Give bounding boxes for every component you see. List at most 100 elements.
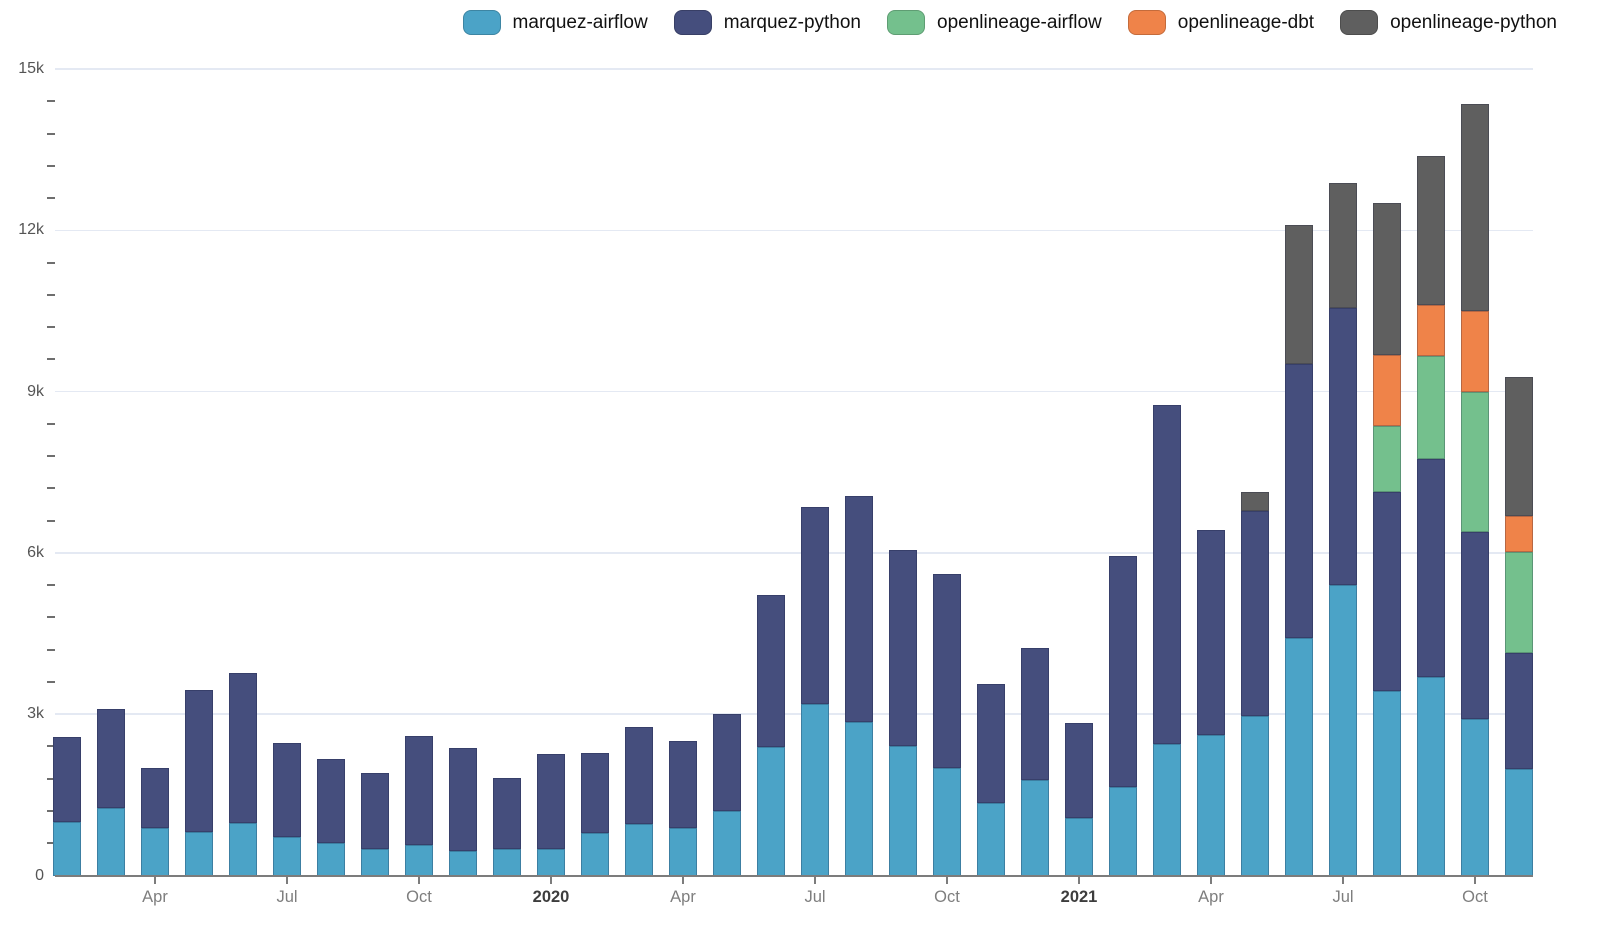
bar-feb-2021[interactable] [1109,69,1137,876]
bar-segment-marquez-python[interactable] [449,747,477,852]
bar-segment-marquez-airflow[interactable] [1197,734,1225,876]
bar-mar-2020[interactable] [625,69,653,876]
bar-segment-marquez-airflow[interactable] [713,810,741,876]
bar-jun-2021[interactable] [1285,69,1313,876]
bar-jun-2019[interactable] [229,69,257,876]
bar-feb-2020[interactable] [581,69,609,876]
bar-segment-marquez-airflow[interactable] [845,722,873,876]
legend-item-marquez-airflow[interactable]: marquez-airflow [462,10,648,35]
bar-nov-2020[interactable] [977,69,1005,876]
bar-segment-marquez-airflow[interactable] [493,849,521,876]
bar-segment-marquez-python[interactable] [361,773,389,850]
bar-segment-marquez-python[interactable] [1417,459,1445,678]
bar-segment-openlineage-python[interactable] [1329,183,1357,308]
bar-segment-openlineage-python[interactable] [1461,103,1489,311]
bar-jul-2021[interactable] [1329,69,1357,876]
bar-segment-openlineage-python[interactable] [1241,492,1269,511]
bar-segment-openlineage-airflow[interactable] [1373,426,1401,493]
bar-oct-2019[interactable] [405,69,433,876]
bar-segment-marquez-python[interactable] [889,549,917,746]
bar-segment-marquez-python[interactable] [933,574,961,769]
bar-nov-2019[interactable] [449,69,477,876]
bar-segment-marquez-python[interactable] [229,672,257,824]
bar-aug-2019[interactable] [317,69,345,876]
bar-segment-openlineage-dbt[interactable] [1417,304,1445,356]
bar-segment-marquez-airflow[interactable] [1505,769,1533,876]
legend-item-openlineage-dbt[interactable]: openlineage-dbt [1127,10,1314,35]
bar-segment-openlineage-dbt[interactable] [1461,310,1489,393]
bar-segment-marquez-airflow[interactable] [1153,744,1181,876]
bar-segment-marquez-airflow[interactable] [97,808,125,876]
bar-segment-marquez-airflow[interactable] [229,823,257,876]
bar-sep-2021[interactable] [1417,69,1445,876]
bar-segment-marquez-python[interactable] [185,690,213,833]
bar-aug-2020[interactable] [845,69,873,876]
bar-segment-marquez-airflow[interactable] [317,842,345,876]
bar-segment-marquez-python[interactable] [1241,510,1269,716]
bar-dec-2019[interactable] [493,69,521,876]
bar-mar-2019[interactable] [97,69,125,876]
bar-segment-openlineage-python[interactable] [1417,156,1445,305]
bar-segment-marquez-python[interactable] [1285,363,1313,639]
bar-apr-2020[interactable] [669,69,697,876]
bar-oct-2021[interactable] [1461,69,1489,876]
bar-segment-openlineage-dbt[interactable] [1373,354,1401,427]
bar-nov-2021[interactable] [1505,69,1533,876]
bar-segment-openlineage-python[interactable] [1373,202,1401,355]
bar-segment-marquez-airflow[interactable] [1285,638,1313,876]
bar-segment-marquez-airflow[interactable] [185,832,213,876]
bar-segment-marquez-python[interactable] [1461,532,1489,720]
bar-segment-marquez-python[interactable] [1153,404,1181,745]
bar-apr-2019[interactable] [141,69,169,876]
bar-segment-marquez-airflow[interactable] [1065,817,1093,876]
bar-segment-openlineage-airflow[interactable] [1417,355,1445,460]
bar-segment-marquez-airflow[interactable] [581,833,609,876]
bar-may-2021[interactable] [1241,69,1269,876]
bar-jun-2020[interactable] [757,69,785,876]
bar-segment-marquez-python[interactable] [1109,555,1137,787]
bar-segment-marquez-python[interactable] [97,709,125,809]
bar-may-2019[interactable] [185,69,213,876]
bar-segment-openlineage-python[interactable] [1285,224,1313,364]
bar-segment-marquez-python[interactable] [669,740,697,828]
bar-segment-marquez-airflow[interactable] [1021,780,1049,876]
bar-segment-marquez-airflow[interactable] [141,827,169,876]
bar-segment-marquez-python[interactable] [1373,492,1401,691]
bar-segment-marquez-python[interactable] [1329,308,1357,585]
bar-segment-marquez-airflow[interactable] [361,849,389,876]
bar-jul-2019[interactable] [273,69,301,876]
bar-oct-2020[interactable] [933,69,961,876]
bar-segment-marquez-python[interactable] [713,714,741,811]
bar-segment-marquez-python[interactable] [801,507,829,704]
bar-segment-marquez-airflow[interactable] [449,851,477,876]
bar-segment-marquez-airflow[interactable] [53,821,81,876]
bar-jul-2020[interactable] [801,69,829,876]
bar-segment-marquez-python[interactable] [1197,529,1225,735]
bar-segment-marquez-airflow[interactable] [1417,677,1445,876]
bar-segment-marquez-python[interactable] [1021,648,1049,781]
bar-segment-marquez-airflow[interactable] [273,836,301,876]
bar-segment-openlineage-airflow[interactable] [1461,392,1489,533]
bar-segment-marquez-python[interactable] [141,767,169,828]
bar-segment-marquez-airflow[interactable] [1329,584,1357,876]
bar-segment-marquez-airflow[interactable] [405,845,433,876]
bar-segment-marquez-python[interactable] [317,759,345,843]
bar-feb-2019[interactable] [53,69,81,876]
bar-dec-2020[interactable] [1021,69,1049,876]
bar-segment-marquez-airflow[interactable] [1109,786,1137,876]
bar-segment-marquez-airflow[interactable] [1241,715,1269,876]
bar-segment-marquez-python[interactable] [1065,722,1093,818]
bar-segment-marquez-airflow[interactable] [537,849,565,876]
bar-segment-marquez-airflow[interactable] [757,747,785,876]
bar-segment-marquez-python[interactable] [757,594,785,747]
bar-segment-marquez-python[interactable] [977,683,1005,804]
bar-mar-2021[interactable] [1153,69,1181,876]
bar-segment-marquez-python[interactable] [625,727,653,824]
bar-jan-2020[interactable] [537,69,565,876]
bar-segment-marquez-airflow[interactable] [977,803,1005,876]
bar-segment-marquez-python[interactable] [405,736,433,846]
bar-may-2020[interactable] [713,69,741,876]
bar-segment-marquez-airflow[interactable] [625,823,653,876]
legend-item-marquez-python[interactable]: marquez-python [673,10,861,35]
bar-segment-marquez-airflow[interactable] [1373,690,1401,876]
